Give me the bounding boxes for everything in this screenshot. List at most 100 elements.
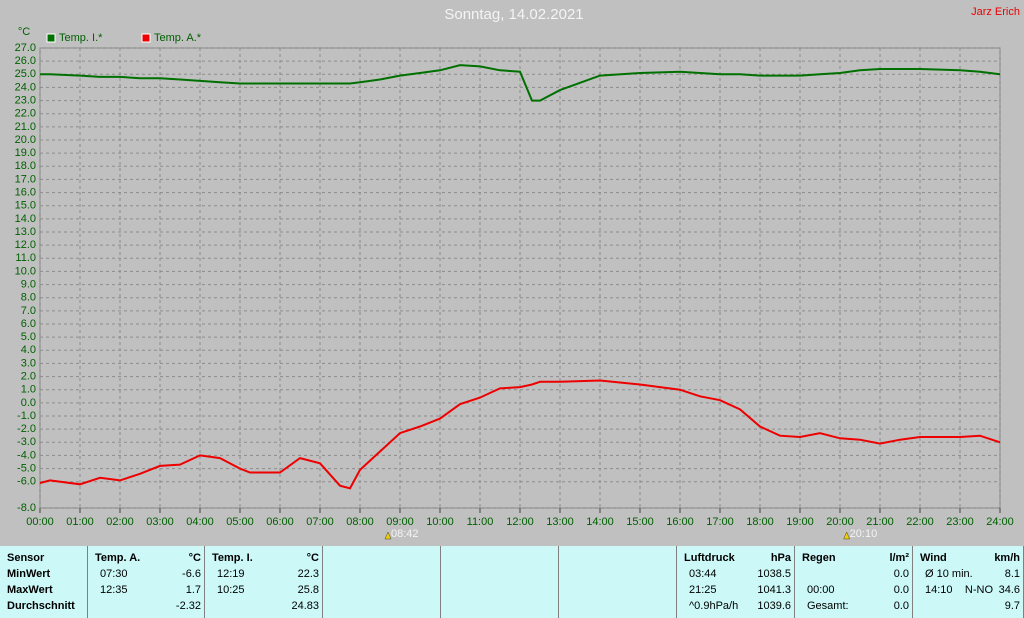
legend-label: Temp. A.*	[154, 32, 202, 44]
x-tick-label: 11:00	[467, 516, 494, 528]
row-value: 0.0	[893, 568, 909, 580]
x-tick-label: 24:00	[986, 516, 1014, 528]
sun-marker	[384, 531, 392, 540]
y-tick-label: 15.0	[15, 200, 36, 212]
y-tick-label: 17.0	[15, 173, 36, 185]
stat-column	[323, 546, 441, 618]
row-label: 14:10	[925, 584, 953, 596]
y-tick-label: 4.0	[21, 344, 36, 356]
row-value: 24.83	[291, 600, 319, 612]
x-tick-label: 02:00	[106, 516, 134, 528]
row-label: MinWert	[7, 568, 51, 580]
x-tick-label: 09:00	[386, 516, 414, 528]
y-tick-label: 26.0	[15, 55, 36, 67]
x-tick-label: 21:00	[866, 516, 894, 528]
y-tick-label: 18.0	[15, 160, 36, 172]
y-tick-label: 23.0	[15, 94, 36, 106]
y-tick-label: 22.0	[15, 108, 36, 120]
row-value: -2.32	[175, 600, 201, 612]
row-label: 12:19	[217, 568, 245, 580]
x-tick-label: 15:00	[626, 516, 654, 528]
y-tick-label: 16.0	[15, 186, 36, 198]
x-tick-label: 05:00	[226, 516, 254, 528]
y-tick-label: 3.0	[21, 357, 36, 369]
y-tick-label: 6.0	[21, 318, 36, 330]
y-tick-label: 21.0	[15, 121, 36, 133]
row-value: 9.7	[1004, 600, 1020, 612]
column-title: Temp. A.	[95, 552, 141, 564]
y-tick-label: 0.0	[21, 397, 36, 409]
row-value: -6.6	[182, 568, 201, 580]
stat-column: Luftdruck hPa 03:44 1038.5 21:25 1041.3 ^0.9hP…	[677, 546, 795, 618]
y-tick-label: -2.0	[17, 423, 36, 435]
row-value: 25.8	[297, 584, 319, 596]
legend-swatch	[141, 33, 151, 43]
row-value: 1.7	[185, 584, 201, 596]
row-value: 1039.6	[757, 600, 791, 612]
stats-panel: Sensor MinWert MaxWert Durchschnitt Temp. A.…	[0, 546, 1024, 618]
stat-column: Regen l/m² 0.0 00:00 0.0 Gesamt: 0.0	[795, 546, 913, 618]
row-label: 10:25	[217, 584, 245, 596]
x-tick-label: 08:00	[346, 516, 374, 528]
series-line	[40, 64, 1001, 102]
y-tick-label: 10.0	[15, 265, 36, 277]
column-title: Luftdruck	[684, 552, 735, 564]
stat-column: Temp. I. °C 12:19 22.3 10:25 25.8 24.83	[205, 546, 323, 618]
y-tick-label: -8.0	[17, 502, 36, 514]
y-tick-label: 1.0	[21, 384, 36, 396]
x-tick-label: 19:00	[786, 516, 814, 528]
column-unit: l/m²	[889, 552, 909, 564]
row-label: MaxWert	[7, 584, 53, 596]
row-label: 03:44	[689, 568, 717, 580]
y-tick-label: 9.0	[21, 278, 36, 290]
row-value: 1041.3	[757, 584, 791, 596]
row-label: 12:35	[100, 584, 128, 596]
stat-column	[441, 546, 559, 618]
row-label: Ø 10 min.	[925, 568, 973, 580]
x-tick-label: 04:00	[186, 516, 214, 528]
x-tick-label: 14:00	[586, 516, 614, 528]
row-label: 21:25	[689, 584, 717, 596]
legend-label: Temp. I.*	[59, 32, 103, 44]
column-title: Temp. I.	[212, 552, 253, 564]
legend-swatch	[46, 33, 56, 43]
y-tick-label: 12.0	[15, 239, 36, 251]
y-tick-label: 2.0	[21, 370, 36, 382]
y-tick-label: -3.0	[17, 436, 36, 448]
row-value: 0.0	[893, 584, 909, 596]
x-tick-label: 06:00	[266, 516, 294, 528]
y-tick-label: 11.0	[15, 252, 36, 264]
row-direction: N-NO	[964, 584, 993, 596]
series-line	[39, 379, 1001, 490]
row-label: Durchschnitt	[7, 600, 75, 612]
y-tick-label: 7.0	[21, 305, 36, 317]
y-tick-label: 8.0	[21, 292, 36, 304]
x-tick-label: 12:00	[506, 516, 534, 528]
column-unit: km/h	[994, 552, 1020, 564]
row-value: 1038.5	[757, 568, 791, 580]
x-tick-label: 20:00	[826, 516, 854, 528]
stat-column	[559, 546, 677, 618]
x-tick-label: 22:00	[906, 516, 934, 528]
y-tick-label: 13.0	[15, 226, 36, 238]
y-tick-label: 5.0	[21, 331, 36, 343]
row-value: 0.0	[893, 600, 909, 612]
x-tick-label: 23:00	[946, 516, 974, 528]
x-tick-label: 16:00	[666, 516, 694, 528]
column-title: Sensor	[7, 552, 45, 564]
y-tick-label: 24.0	[15, 81, 36, 93]
column-unit: hPa	[770, 552, 791, 564]
row-label: ^0.9hPa/h	[689, 600, 739, 612]
y-tick-label: 27.0	[15, 42, 36, 54]
y-unit: °C	[18, 26, 30, 38]
y-tick-label: -4.0	[17, 449, 36, 461]
column-title: Regen	[802, 552, 836, 564]
stat-column: Temp. A. °C 07:30 -6.6 12:35 1.7 -2.32	[88, 546, 205, 618]
row-value: 22.3	[297, 568, 319, 580]
stat-column: Sensor MinWert MaxWert Durchschnitt	[0, 546, 88, 618]
x-tick-label: 17:00	[706, 516, 734, 528]
column-title: Wind	[920, 552, 947, 564]
y-tick-label: -6.0	[17, 476, 36, 488]
x-tick-label: 10:00	[426, 516, 454, 528]
chart: Sonntag, 14.02.2021 Jarz Erich °C 27.026…	[15, 6, 1020, 540]
